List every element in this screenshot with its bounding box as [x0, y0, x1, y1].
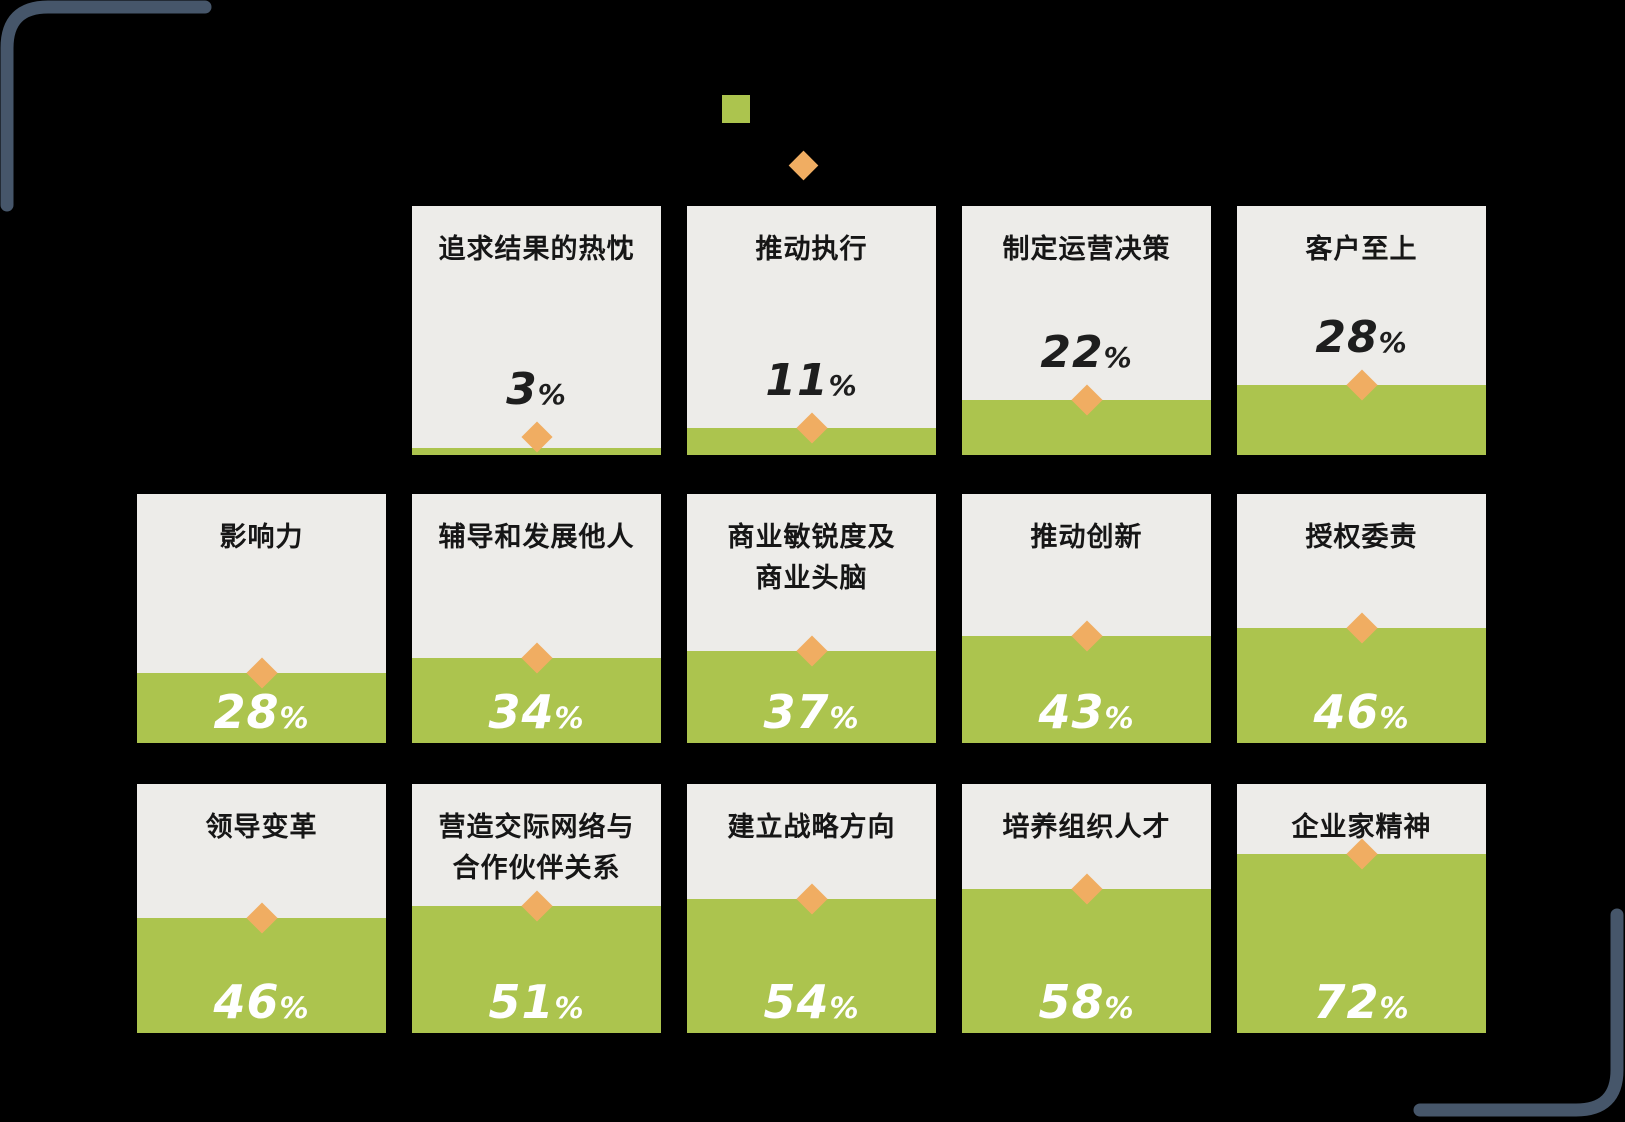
percent-value: 11 — [765, 354, 829, 406]
percent-label: 28% — [1237, 316, 1486, 360]
competency-card: 客户至上 28% — [1237, 206, 1486, 455]
legend-fill-swatch-square-icon — [722, 95, 750, 123]
value-fill-bar — [687, 898, 936, 1033]
percent-label: 46% — [137, 979, 386, 1025]
percent-label: 22% — [962, 331, 1211, 375]
percent-sign: % — [279, 701, 310, 735]
card-title: 追求结果的热忱 — [438, 234, 635, 265]
competency-card: 推动创新 43% — [962, 494, 1211, 743]
competency-card: 影响力 28% — [137, 494, 386, 743]
competency-card: 培养组织人才 58% — [962, 784, 1211, 1033]
value-fill-bar — [1237, 628, 1486, 743]
percent-sign: % — [554, 991, 585, 1025]
percent-sign: % — [537, 378, 567, 411]
percent-value: 37 — [763, 685, 830, 739]
percent-sign: % — [279, 991, 310, 1025]
competency-card: 企业家精神 72% — [1237, 784, 1486, 1033]
percent-label: 34% — [412, 689, 661, 735]
percent-value: 46 — [213, 975, 280, 1029]
percent-sign: % — [554, 701, 585, 735]
value-fill-bar — [137, 918, 386, 1033]
percent-label: 58% — [962, 979, 1211, 1025]
percent-label: 46% — [1237, 689, 1486, 735]
card-row-3: 领导变革 46% 营造交际网络与 合作伙伴关系 51% 建立战略方向 54% 培养组织人才 5… — [137, 784, 1486, 1033]
percent-value: 3 — [506, 364, 538, 415]
percent-sign: % — [829, 701, 860, 735]
card-title: 客户至上 — [1305, 234, 1418, 265]
percent-value: 22 — [1040, 327, 1104, 379]
card-title: 制定运营决策 — [1002, 234, 1171, 265]
competency-card: 推动执行 11% — [687, 206, 936, 455]
percent-sign: % — [829, 991, 860, 1025]
card-title: 辅导和发展他人 — [438, 522, 635, 553]
percent-value: 51 — [488, 975, 555, 1029]
card-title: 营造交际网络与 合作伙伴关系 — [438, 812, 635, 884]
competency-card: 商业敏锐度及 商业头脑 37% — [687, 494, 936, 743]
percent-label: 54% — [687, 979, 936, 1025]
percent-value: 58 — [1038, 975, 1105, 1029]
percent-value: 28 — [213, 685, 280, 739]
percent-label: 51% — [412, 979, 661, 1025]
card-title: 企业家精神 — [1291, 812, 1432, 843]
competency-card: 领导变革 46% — [137, 784, 386, 1033]
card-title: 推动执行 — [755, 234, 868, 265]
percent-value: 72 — [1313, 975, 1380, 1029]
value-fill-bar — [412, 906, 661, 1033]
value-fill-bar — [962, 635, 1211, 743]
percent-label: 72% — [1237, 979, 1486, 1025]
percent-value: 34 — [488, 685, 555, 739]
competency-card: 营造交际网络与 合作伙伴关系 51% — [412, 784, 661, 1033]
percent-value: 46 — [1313, 685, 1380, 739]
competency-card: 制定运营决策 22% — [962, 206, 1211, 455]
value-fill-bar — [962, 888, 1211, 1033]
competency-card: 辅导和发展他人 34% — [412, 494, 661, 743]
card-title: 培养组织人才 — [1002, 812, 1171, 843]
competency-card: 建立战略方向 54% — [687, 784, 936, 1033]
competency-card: 授权委责 46% — [1237, 494, 1486, 743]
percent-label: 3% — [412, 368, 661, 412]
percent-label: 43% — [962, 689, 1211, 735]
card-title: 授权委责 — [1305, 522, 1418, 553]
percent-label: 11% — [687, 358, 936, 403]
card-title: 建立战略方向 — [727, 812, 896, 843]
percent-value: 54 — [763, 975, 830, 1029]
percent-label: 37% — [687, 689, 936, 735]
card-title: 推动创新 — [1030, 522, 1143, 553]
card-row-2: 影响力 28% 辅导和发展他人 34% 商业敏锐度及 商业头脑 37% 推动创新 43% 授权委… — [137, 494, 1486, 743]
percent-sign: % — [1378, 326, 1408, 360]
percent-label: 28% — [137, 689, 386, 735]
legend-marker-swatch-diamond-icon — [788, 150, 819, 181]
percent-sign: % — [1379, 991, 1410, 1025]
card-title: 商业敏锐度及 商业头脑 — [727, 522, 896, 594]
competency-card: 追求结果的热忱 3% — [412, 206, 661, 455]
percent-sign: % — [828, 368, 858, 402]
percent-sign: % — [1104, 991, 1135, 1025]
card-title: 领导变革 — [205, 812, 318, 843]
percent-sign: % — [1379, 701, 1410, 735]
value-fill-bar — [1237, 853, 1486, 1033]
percent-value: 28 — [1315, 312, 1379, 364]
percent-sign: % — [1104, 701, 1135, 735]
card-row-1: 追求结果的热忱 3% 推动执行 11% 制定运营决策 22% 客户至上 28% — [412, 206, 1486, 455]
bracket-top-left-icon — [0, 0, 212, 212]
percent-sign: % — [1103, 341, 1133, 375]
card-title: 影响力 — [219, 522, 304, 553]
percent-value: 43 — [1038, 685, 1105, 739]
